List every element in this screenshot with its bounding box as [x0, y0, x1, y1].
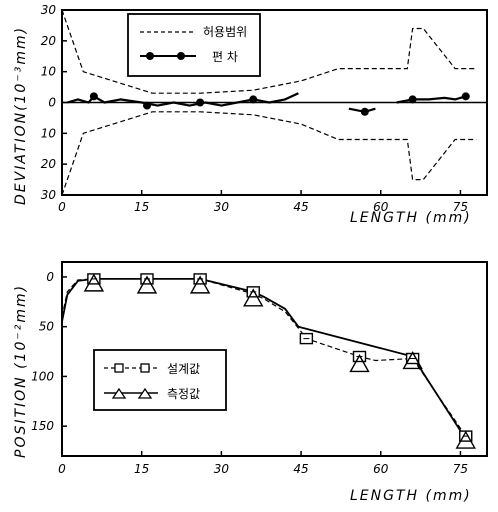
y-tick-label: 10: [41, 126, 57, 140]
deviation-y-axis-label: DEVIATION(10⁻³mm): [13, 26, 29, 205]
legend-deviation-label: 편 차: [212, 50, 238, 64]
measured-point: [189, 275, 211, 294]
deviation-point: [360, 107, 369, 116]
legend-design-marker: [140, 363, 150, 373]
legend-measured-marker: [111, 387, 127, 399]
measured-point: [455, 430, 476, 449]
deviation-point: [143, 101, 151, 110]
deviation-legend-box: [127, 13, 261, 77]
legend-deviation-marker: [146, 52, 154, 60]
legend-deviation-marker: [177, 52, 185, 60]
position-y-axis-label: POSITION (10⁻²mm): [13, 284, 29, 458]
deviation-x-axis-label: LENGTH (mm): [350, 210, 472, 226]
y-tick-label: 0: [46, 270, 54, 284]
y-tick-label: 100: [31, 369, 54, 383]
deviation-point: [249, 95, 258, 104]
x-tick-label: 60: [373, 462, 389, 476]
deviation-point: [461, 92, 470, 101]
design-line: [61, 278, 467, 437]
x-tick-label: 75: [453, 462, 468, 476]
position-plot-frame: [61, 261, 488, 457]
x-tick-label: 45: [293, 462, 308, 476]
legend-measured-marker: [137, 387, 153, 399]
y-tick-label: 30: [41, 3, 57, 17]
x-tick-label: 0: [58, 200, 66, 214]
y-tick-label: 10: [41, 65, 57, 79]
tolerance-lower-line: [61, 111, 477, 196]
position-legend: 설계값 측정값: [93, 349, 227, 411]
measured-point: [243, 288, 264, 307]
y-tick-label: 30: [41, 188, 57, 202]
y-tick-label: 0: [48, 96, 56, 110]
legend-design-label: 설계값: [167, 362, 200, 376]
y-tick-label: 20: [41, 34, 57, 48]
measured-point: [136, 275, 158, 294]
y-tick-label: 150: [31, 419, 54, 433]
legend-measured-label: 측정값: [167, 387, 200, 401]
y-tick-label: 20: [41, 157, 57, 171]
measured-point: [402, 351, 423, 370]
x-tick-label: 75: [453, 200, 468, 214]
tolerance-upper-line: [61, 9, 477, 94]
measured-line: [61, 277, 467, 440]
deviation-point: [408, 95, 417, 104]
position-legend-box: [93, 349, 227, 411]
measured-point: [83, 273, 105, 292]
position-chart: 0 50 100 150 0 15 30 45 60 75 설계값 측정값 LENGTH (mm)…: [13, 261, 488, 504]
deviation-point: [89, 92, 98, 101]
x-tick-label: 15: [134, 200, 149, 214]
legend-design-marker: [114, 363, 124, 373]
legend-tolerance-label: 허용범위: [203, 25, 247, 39]
x-tick-label: 30: [214, 200, 230, 214]
x-tick-label: 30: [214, 462, 230, 476]
x-tick-label: 60: [373, 200, 389, 214]
x-tick-label: 15: [134, 462, 149, 476]
deviation-legend: 허용범위 편 차: [127, 13, 261, 77]
x-tick-label: 45: [293, 200, 308, 214]
y-tick-label: 50: [39, 320, 55, 334]
position-x-axis-label: LENGTH (mm): [350, 488, 472, 504]
deviation-line: [396, 95, 467, 104]
x-tick-label: 0: [58, 462, 66, 476]
deviation-line: [66, 92, 299, 107]
measured-point: [349, 354, 370, 373]
deviation-point: [196, 98, 205, 107]
